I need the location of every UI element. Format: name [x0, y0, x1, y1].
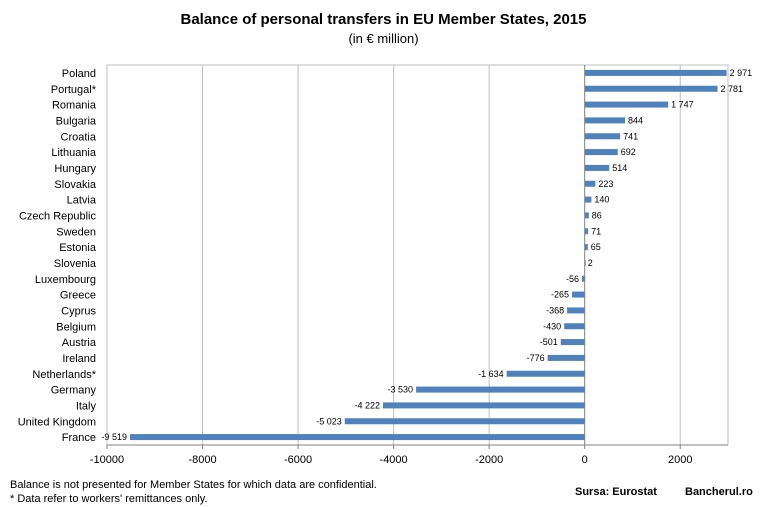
category-label: Cyprus	[61, 305, 96, 317]
data-label: -776	[527, 353, 545, 363]
x-tick-label: -10000	[90, 454, 124, 466]
category-label: Romania	[52, 100, 97, 112]
data-label: -1 634	[478, 369, 504, 379]
bar	[129, 434, 585, 441]
bar	[584, 133, 621, 140]
category-label: Hungary	[54, 163, 96, 175]
category-label: Ireland	[62, 353, 96, 365]
data-label: -501	[540, 337, 558, 347]
data-label: 223	[598, 179, 613, 189]
x-tick-label: 2000	[668, 454, 692, 466]
data-label: 514	[612, 163, 627, 173]
category-label: France	[62, 432, 96, 444]
data-label: 741	[623, 131, 638, 141]
bar	[584, 244, 588, 251]
data-label: 2	[588, 258, 593, 268]
category-label: Portugal*	[51, 84, 97, 96]
data-label: 2 781	[721, 84, 744, 94]
category-label: Sweden	[56, 226, 96, 238]
data-label: -430	[543, 321, 561, 331]
bar	[584, 164, 610, 171]
category-label: Czech Republic	[19, 210, 97, 222]
data-label: -3 530	[388, 385, 414, 395]
data-label: 1 747	[671, 100, 694, 110]
category-label: Luxembourg	[35, 274, 96, 286]
chart-title: Balance of personal transfers in EU Memb…	[180, 11, 587, 28]
data-label: -56	[566, 274, 579, 284]
category-label: Slovenia	[54, 258, 97, 270]
bar-chart: Poland 2 971 Portugal* 2 781 Romania 1 747 Bul…	[18, 64, 753, 466]
bar	[560, 339, 585, 346]
bar	[416, 386, 585, 393]
bar	[567, 307, 585, 314]
data-label: -9 519	[101, 432, 127, 442]
data-label: -265	[551, 290, 569, 300]
category-label: Netherlands*	[32, 369, 96, 381]
bar	[584, 117, 626, 124]
category-label: Slovakia	[54, 179, 96, 191]
chart-subtitle: (in € million)	[348, 31, 419, 46]
category-label: Italy	[76, 400, 97, 412]
category-label: Lithuania	[51, 147, 97, 159]
data-label: 140	[594, 195, 609, 205]
bar	[564, 323, 585, 330]
data-label: 86	[592, 210, 602, 220]
bar	[584, 212, 589, 219]
x-tick-label: -4000	[380, 454, 408, 466]
x-tick-label: -6000	[284, 454, 312, 466]
category-label: Belgium	[56, 321, 96, 333]
x-tick-label: -2000	[475, 454, 503, 466]
footnote-confidential: Balance is not presented for Member Stat…	[10, 479, 377, 491]
category-label: Estonia	[59, 242, 97, 254]
source-label: Sursa: Eurostat	[575, 486, 657, 498]
footnote-remittances: * Data refer to workers' remittances onl…	[10, 493, 208, 505]
bar	[584, 69, 727, 76]
bar	[572, 291, 585, 298]
category-label: Croatia	[61, 131, 97, 143]
bar	[344, 418, 585, 425]
category-label: Austria	[62, 337, 97, 349]
data-label: 844	[628, 115, 643, 125]
data-label: 2 971	[730, 68, 753, 78]
x-tick-label: 0	[582, 454, 588, 466]
bar	[383, 402, 585, 409]
data-label: -5 023	[316, 416, 342, 426]
bar	[547, 354, 585, 361]
category-label: Greece	[60, 290, 96, 302]
bar	[584, 228, 589, 235]
bar	[584, 85, 718, 92]
category-label: Poland	[62, 68, 96, 80]
data-label: -4 222	[354, 400, 380, 410]
category-label: Germany	[51, 385, 97, 397]
data-label: -368	[546, 305, 564, 315]
data-label: 71	[591, 226, 601, 236]
bar	[584, 180, 596, 187]
bar	[582, 275, 585, 282]
category-label: United Kingdom	[18, 416, 96, 428]
bar	[584, 196, 592, 203]
x-tick-label: -8000	[188, 454, 216, 466]
bar	[584, 101, 669, 108]
data-label: 65	[591, 242, 601, 252]
category-label: Bulgaria	[56, 115, 97, 127]
bar	[584, 149, 618, 156]
data-label: 692	[621, 147, 636, 157]
category-label: Latvia	[67, 195, 97, 207]
brand-label: Bancherul.ro	[685, 486, 753, 498]
bar	[506, 370, 585, 377]
